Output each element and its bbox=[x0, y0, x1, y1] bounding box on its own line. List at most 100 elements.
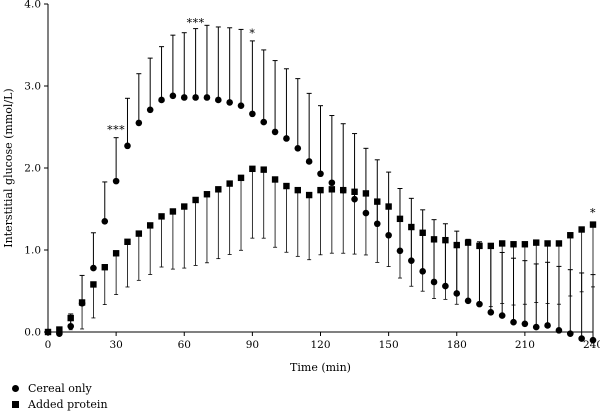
cereal-only-point bbox=[419, 268, 426, 275]
cereal-only-point bbox=[373, 220, 381, 228]
cereal-only-point bbox=[566, 330, 574, 337]
added-protein-point bbox=[203, 191, 211, 198]
cereal-only-point bbox=[385, 231, 392, 239]
cereal-only-point bbox=[44, 328, 52, 336]
added-protein-point bbox=[112, 250, 120, 257]
y-axis-title: Interstitial glucose (mmol/L) bbox=[2, 88, 15, 247]
added-protein-point bbox=[510, 241, 517, 248]
added-protein-point bbox=[283, 182, 290, 190]
cereal-only-point bbox=[476, 300, 483, 308]
cereal-only-point bbox=[101, 218, 109, 225]
y-tick-label: 4.0 bbox=[24, 0, 41, 11]
cereal-only-point bbox=[124, 142, 131, 150]
y-tick-label: 0.0 bbox=[24, 327, 41, 339]
added-protein-point bbox=[124, 238, 131, 245]
added-protein-point bbox=[158, 213, 165, 220]
significance-label: * bbox=[590, 207, 596, 220]
cereal-only-point bbox=[408, 257, 415, 264]
cereal-only-point bbox=[271, 128, 279, 136]
added-protein-point bbox=[317, 186, 324, 194]
added-protein-point bbox=[101, 264, 108, 271]
added-protein-point bbox=[328, 186, 336, 193]
added-protein-point bbox=[294, 186, 301, 194]
added-protein-point bbox=[442, 236, 449, 244]
cereal-only-point bbox=[339, 186, 347, 194]
cereal-only-point bbox=[328, 179, 336, 187]
cereal-only-point bbox=[317, 170, 324, 178]
cereal-only-point bbox=[362, 209, 370, 217]
added-protein-point bbox=[226, 180, 233, 187]
added-protein-point bbox=[555, 240, 563, 247]
cereal-only-point bbox=[135, 119, 143, 127]
legend-label: Cereal only bbox=[28, 381, 92, 395]
data-marks bbox=[44, 92, 597, 344]
added-protein-point bbox=[430, 236, 438, 243]
cereal-only-point bbox=[56, 330, 63, 337]
cereal-only-point bbox=[158, 96, 165, 104]
added-protein-point bbox=[567, 232, 574, 239]
added-protein-point bbox=[578, 226, 585, 233]
added-protein-point bbox=[271, 176, 279, 183]
cereal-only-point bbox=[169, 92, 177, 100]
added-protein-point bbox=[374, 198, 381, 205]
added-protein-point bbox=[408, 223, 415, 231]
added-protein-point bbox=[396, 215, 404, 223]
cereal-only-point bbox=[203, 94, 211, 101]
added-protein-point bbox=[305, 191, 313, 199]
legend-item-cereal-only: Cereal only bbox=[12, 380, 108, 396]
cereal-only-point bbox=[305, 158, 313, 165]
added-protein-point bbox=[362, 190, 370, 197]
cereal-only-point bbox=[464, 297, 472, 305]
added-protein-point bbox=[67, 314, 74, 322]
legend-square-marker bbox=[12, 400, 19, 408]
y-tick-label: 3.0 bbox=[24, 81, 41, 93]
y-tick-label: 1.0 bbox=[24, 245, 41, 257]
significance-label: *** bbox=[107, 124, 125, 137]
x-tick-label: 150 bbox=[379, 339, 399, 351]
added-protein-point bbox=[90, 281, 97, 288]
cereal-only-point bbox=[396, 247, 404, 255]
cereal-only-point bbox=[442, 282, 449, 290]
x-tick-label: 90 bbox=[246, 339, 259, 351]
cereal-only-point bbox=[510, 318, 517, 326]
added-protein-point bbox=[464, 239, 472, 246]
added-protein-point bbox=[521, 241, 529, 248]
added-protein-point bbox=[453, 241, 460, 249]
cereal-only-point bbox=[532, 323, 540, 331]
cereal-only-point bbox=[67, 322, 75, 330]
cereal-only-point bbox=[237, 102, 245, 109]
added-protein-point bbox=[181, 203, 188, 210]
added-protein-point bbox=[249, 165, 256, 173]
cereal-only-point bbox=[544, 322, 551, 329]
cereal-only-point bbox=[226, 99, 233, 106]
legend: Cereal only Added protein bbox=[12, 380, 108, 412]
added-protein-point bbox=[498, 240, 506, 247]
cereal-only-point bbox=[521, 320, 529, 328]
x-axis-title: Time (min) bbox=[290, 361, 351, 374]
legend-label: Added protein bbox=[28, 397, 108, 411]
cereal-only-point bbox=[192, 94, 199, 101]
added-protein-point bbox=[476, 242, 483, 250]
cereal-only-point bbox=[294, 145, 302, 152]
cereal-only-point bbox=[487, 309, 495, 316]
added-protein-point bbox=[169, 208, 177, 215]
added-protein-point bbox=[135, 230, 143, 237]
cereal-only-point bbox=[589, 336, 597, 344]
legend-item-added-protein: Added protein bbox=[12, 396, 108, 412]
significance-label: * bbox=[249, 27, 255, 40]
y-tick-label: 2.0 bbox=[24, 163, 41, 175]
x-tick-label: 210 bbox=[515, 339, 535, 351]
cereal-only-point bbox=[180, 94, 188, 101]
x-tick-label: 0 bbox=[45, 339, 52, 351]
added-protein-point bbox=[385, 203, 392, 210]
added-protein-point bbox=[260, 166, 267, 173]
cereal-only-point bbox=[555, 327, 563, 334]
x-tick-label: 120 bbox=[310, 339, 330, 351]
axes bbox=[44, 3, 594, 336]
added-protein-point bbox=[544, 240, 551, 247]
x-tick-label: 240 bbox=[583, 339, 600, 351]
added-protein-point bbox=[589, 221, 597, 228]
cereal-only-point bbox=[90, 264, 97, 272]
cereal-only-point bbox=[430, 278, 438, 286]
